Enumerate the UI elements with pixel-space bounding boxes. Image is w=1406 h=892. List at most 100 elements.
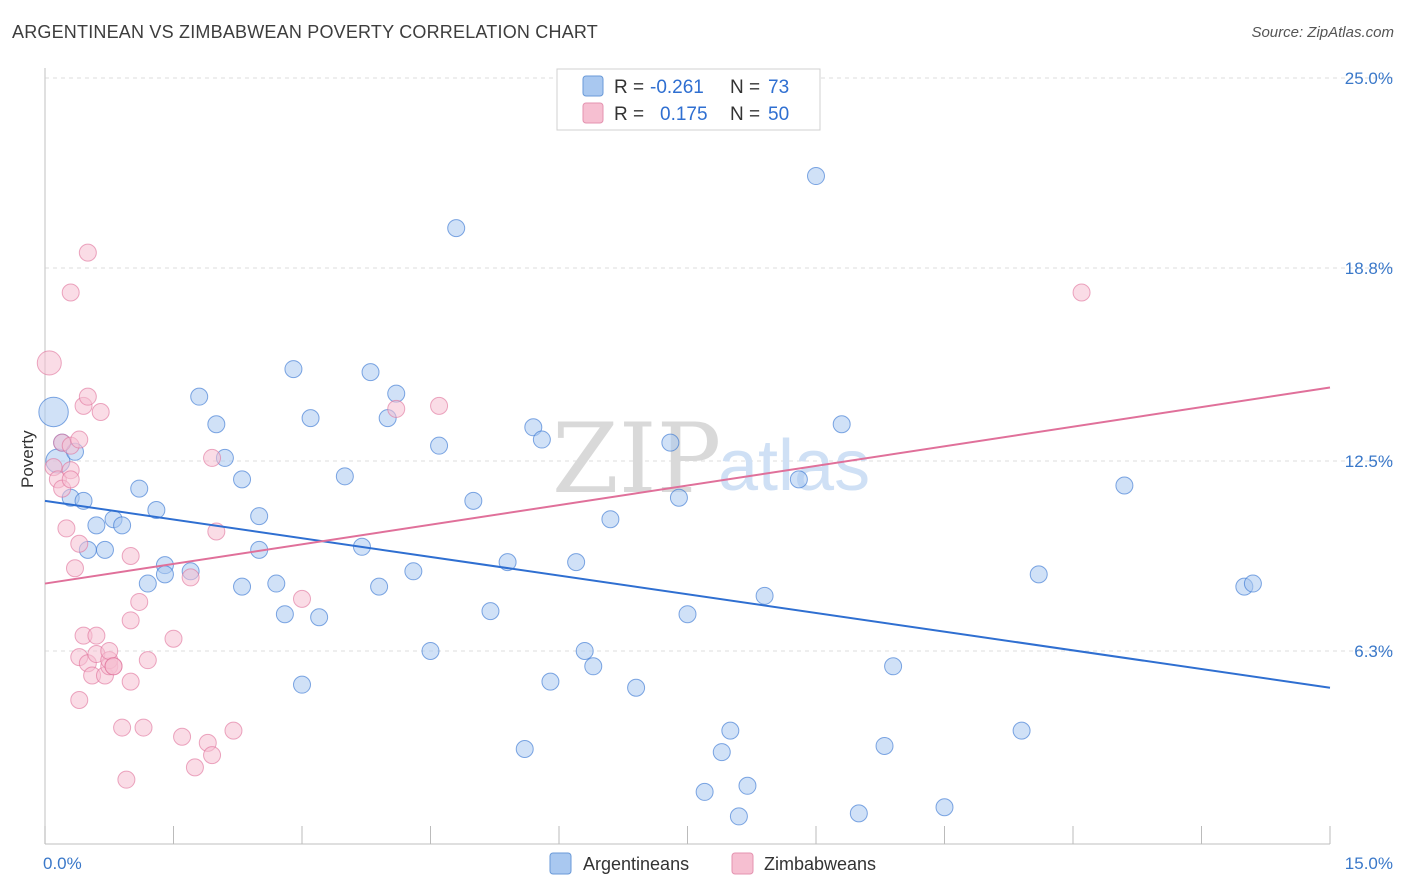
argentineans-point-63 bbox=[849, 804, 868, 823]
watermark-zip: ZIP bbox=[552, 403, 721, 515]
tick-labels: 6.3% 12.5% 18.8% 25.0% 0.0% 15.0% bbox=[43, 69, 1393, 873]
zimbabweans-swatch bbox=[582, 102, 604, 124]
zimbabweans-point-49 bbox=[430, 396, 449, 415]
argentineans-point-22 bbox=[250, 507, 269, 526]
argentineans-point-45 bbox=[541, 672, 560, 691]
argentineans-point-62 bbox=[832, 415, 851, 434]
zimbabweans-point-31 bbox=[117, 770, 136, 789]
stats-legend: R = -0.261 N = 73 R = 0.175 N = 50 bbox=[556, 68, 821, 131]
zimbabweans-points bbox=[36, 243, 1091, 789]
argentineans-point-34 bbox=[387, 384, 406, 403]
argentineans-point-38 bbox=[447, 219, 466, 238]
argentineans-point-41 bbox=[498, 553, 517, 572]
zimbabweans-point-38 bbox=[164, 629, 183, 648]
argentineans-point-54 bbox=[695, 782, 714, 801]
argentineans-point-14 bbox=[155, 565, 174, 584]
legend-zimbabweans-swatch bbox=[731, 852, 754, 875]
argentineans-point-47 bbox=[575, 641, 594, 660]
argentineans-point-7 bbox=[95, 540, 114, 559]
argentineans-point-66 bbox=[935, 798, 954, 817]
argentineans-point-11 bbox=[138, 574, 157, 593]
argentineans-trend-line bbox=[44, 499, 1331, 689]
y-tick-label-3: 25.0% bbox=[1345, 69, 1393, 88]
series-legend: Argentineans Zimbabweans bbox=[549, 852, 876, 875]
argentineans-r-label: R = bbox=[614, 77, 644, 98]
argentineans-point-37 bbox=[430, 436, 449, 455]
watermark-atlas: atlas bbox=[718, 426, 870, 506]
y-tick-label-2: 18.8% bbox=[1345, 259, 1393, 278]
zimbabweans-point-41 bbox=[185, 758, 204, 777]
argentineans-point-10 bbox=[130, 479, 149, 498]
argentineans-point-58 bbox=[738, 776, 757, 795]
argentineans-point-42 bbox=[515, 740, 534, 759]
zimbabweans-point-10 bbox=[61, 283, 80, 302]
zimbabweans-trend-line bbox=[44, 386, 1331, 585]
argentineans-point-36 bbox=[421, 641, 440, 660]
argentineans-point-52 bbox=[669, 488, 688, 507]
argentineans-point-59 bbox=[755, 586, 774, 605]
zimbabweans-point-23 bbox=[91, 402, 110, 421]
argentineans-point-46 bbox=[567, 553, 586, 572]
zimbabweans-point-36 bbox=[134, 718, 153, 737]
y-tick-label-0: 6.3% bbox=[1354, 642, 1393, 661]
zimbabweans-point-50 bbox=[1072, 283, 1091, 302]
argentineans-point-29 bbox=[335, 467, 354, 486]
trend-lines bbox=[44, 386, 1331, 689]
argentineans-point-65 bbox=[884, 657, 903, 676]
watermark: ZIP atlas bbox=[552, 403, 870, 515]
zimbabweans-point-5 bbox=[57, 519, 76, 538]
argentineans-point-61 bbox=[807, 167, 825, 186]
chart-title: ARGENTINEAN VS ZIMBABWEAN POVERTY CORREL… bbox=[12, 22, 598, 42]
y-tick-label-1: 12.5% bbox=[1345, 452, 1393, 471]
grid-lines bbox=[45, 77, 1394, 652]
zimbabweans-point-48 bbox=[387, 399, 406, 418]
argentineans-point-50 bbox=[627, 678, 646, 697]
argentineans-point-64 bbox=[875, 736, 894, 755]
argentineans-point-17 bbox=[207, 415, 226, 434]
zimbabweans-r-value: 0.175 bbox=[660, 104, 708, 125]
argentineans-point-20 bbox=[233, 577, 252, 596]
argentineans-point-24 bbox=[275, 605, 294, 624]
zimbabweans-point-30 bbox=[113, 718, 132, 737]
y-axis-title: Poverty bbox=[18, 430, 37, 488]
legend-zimbabweans-label: Zimbabweans bbox=[764, 854, 876, 874]
argentineans-point-35 bbox=[404, 562, 423, 581]
argentineans-point-69 bbox=[1115, 476, 1134, 495]
argentineans-point-27 bbox=[301, 409, 320, 428]
argentineans-point-26 bbox=[293, 675, 311, 694]
zimbabweans-point-14 bbox=[70, 690, 89, 709]
argentineans-n-value: 73 bbox=[768, 77, 789, 98]
zimbabweans-point-44 bbox=[203, 448, 222, 467]
zimbabweans-point-17 bbox=[78, 387, 97, 406]
zimbabweans-point-29 bbox=[104, 657, 123, 676]
argentineans-point-67 bbox=[1012, 721, 1031, 740]
argentineans-point-25 bbox=[284, 360, 303, 379]
zimbabweans-point-12 bbox=[70, 430, 89, 449]
zimbabweans-point-43 bbox=[203, 746, 222, 765]
zimbabweans-point-27 bbox=[100, 641, 119, 660]
axes bbox=[44, 68, 1331, 845]
zimbabweans-point-46 bbox=[224, 721, 243, 740]
zimbabweans-n-label: N = bbox=[730, 104, 760, 125]
zimbabweans-point-32 bbox=[121, 611, 140, 630]
zimbabweans-point-11 bbox=[70, 534, 89, 553]
zimbabweans-point-40 bbox=[181, 568, 200, 587]
argentineans-point-32 bbox=[370, 577, 389, 596]
argentineans-point-9 bbox=[113, 516, 132, 535]
argentineans-r-value: -0.261 bbox=[650, 77, 704, 98]
zimbabweans-point-9 bbox=[65, 559, 84, 578]
argentineans-points bbox=[38, 167, 1262, 826]
argentineans-point-16 bbox=[190, 387, 209, 406]
legend-argentineans-label: Argentineans bbox=[583, 854, 689, 874]
argentineans-point-40 bbox=[481, 602, 500, 621]
argentineans-point-60 bbox=[789, 470, 808, 489]
argentineans-point-23 bbox=[267, 574, 286, 593]
zimbabweans-point-18 bbox=[78, 243, 97, 262]
argentineans-point-39 bbox=[464, 491, 483, 510]
argentineans-point-49 bbox=[601, 510, 620, 529]
zimbabweans-point-33 bbox=[121, 672, 140, 691]
zimbabweans-point-34 bbox=[121, 546, 140, 565]
zimbabweans-point-35 bbox=[130, 592, 149, 611]
argentineans-point-68 bbox=[1029, 565, 1048, 584]
